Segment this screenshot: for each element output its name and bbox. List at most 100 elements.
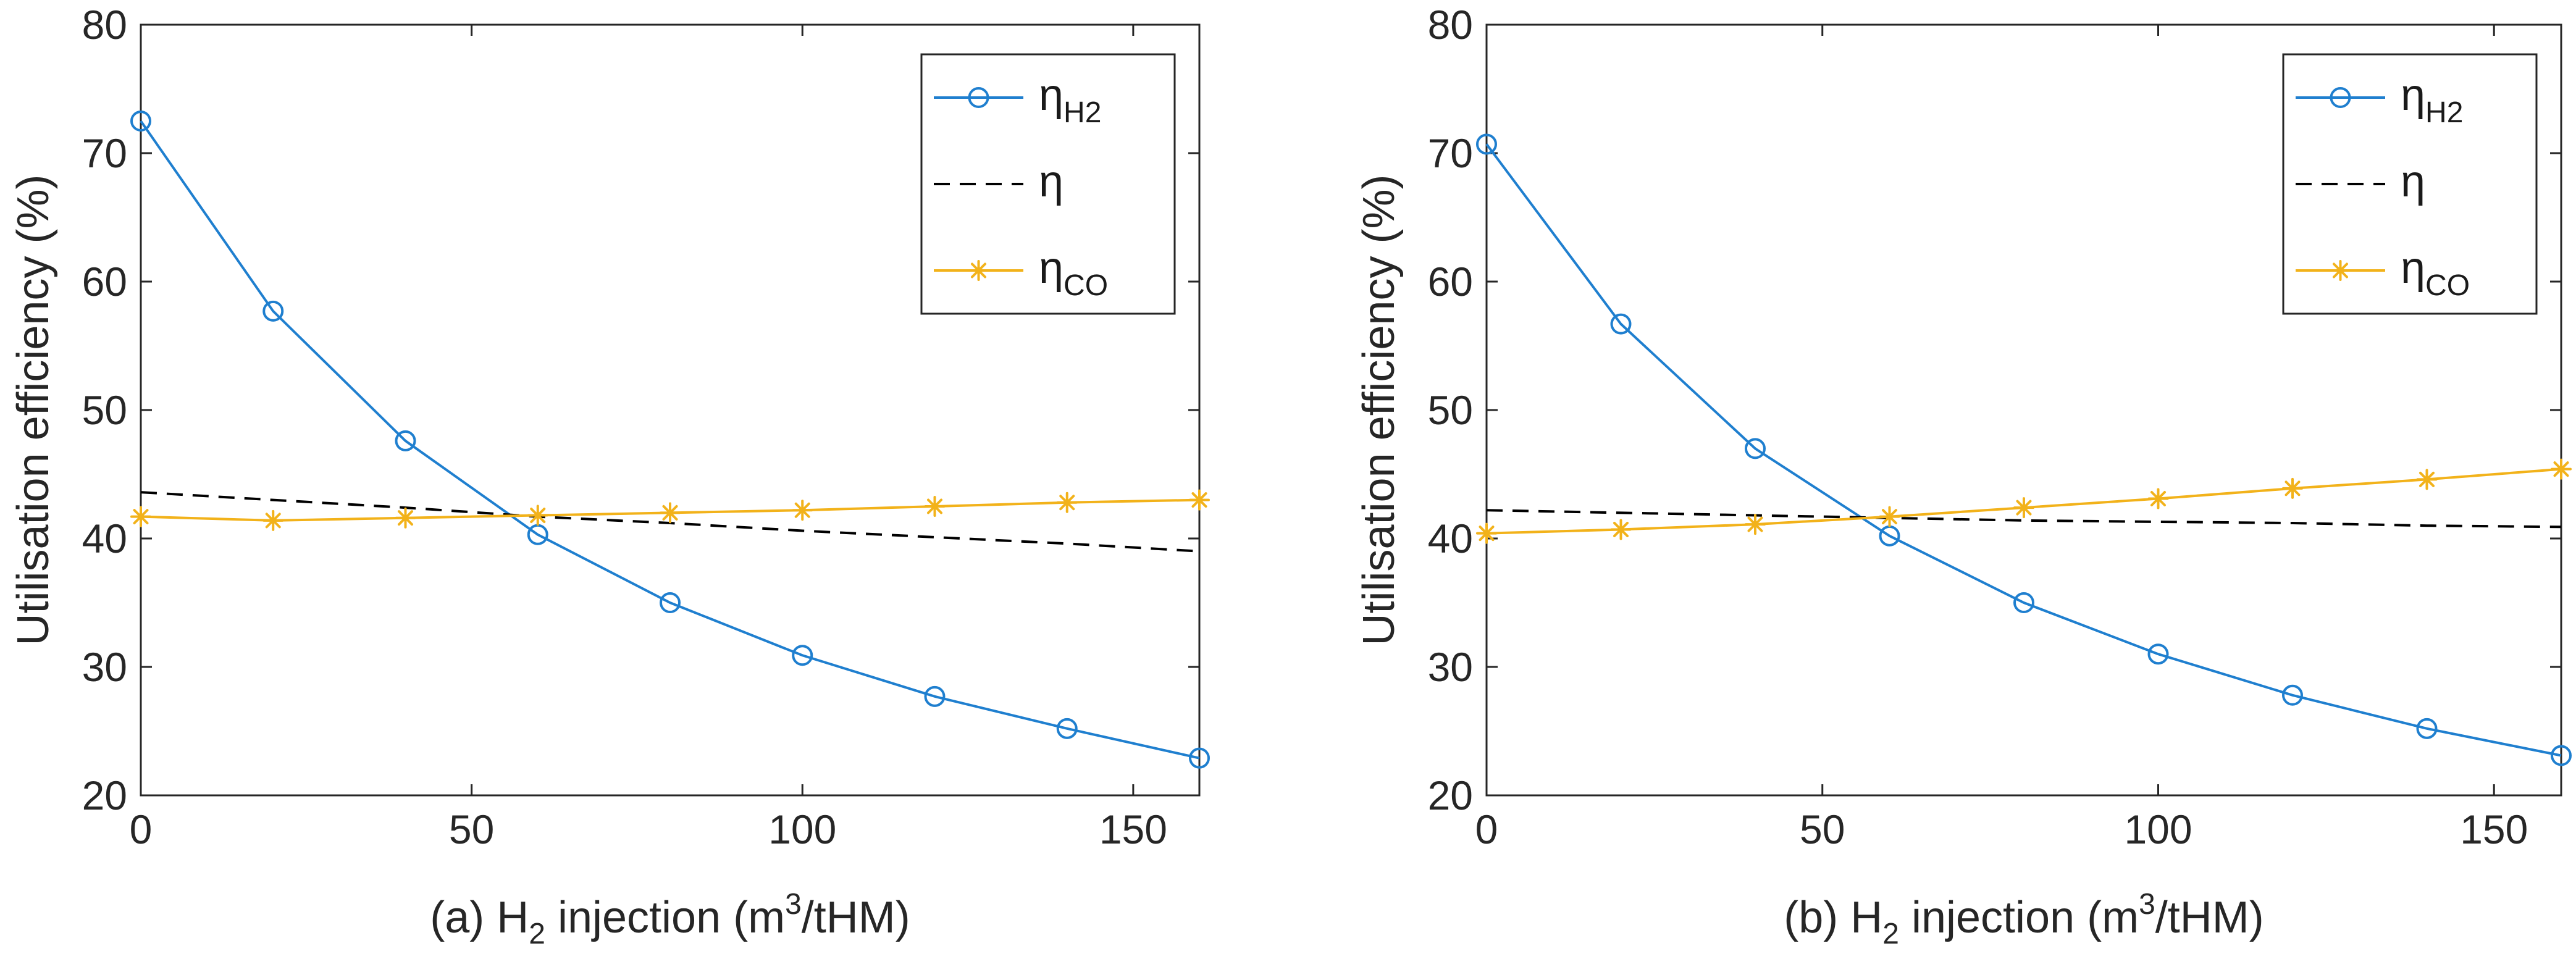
legend-label-subscript: H2 [2425, 96, 2463, 129]
y-axis-label: Utilisation efficiency (%) [9, 175, 58, 646]
x-axis-label: (b) H2 injection (m3/tHM) [1784, 888, 2264, 950]
legend-label: η [2401, 157, 2425, 206]
star-stroke [398, 510, 413, 526]
y-tick-label: 40 [82, 516, 127, 561]
star-stroke [2016, 500, 2032, 516]
y-tick-label: 30 [1428, 644, 1473, 690]
star-stroke [1747, 516, 1763, 532]
x-axis-label-suffix: /tHM) [2155, 893, 2264, 942]
legend-marker-star [2330, 260, 2351, 281]
star-stroke [1479, 526, 1495, 542]
data-point-eta-h2 [2416, 718, 2438, 739]
x-tick-label: 100 [768, 806, 836, 852]
chart-panel-b: 0 50 100 150 20 30 40 50 60 70 80 Utilisation effic… [1354, 2, 2572, 950]
y-tick-label: 50 [1428, 387, 1473, 433]
data-point-eta-co [2013, 497, 2034, 519]
x-axis-label-subscript: 2 [529, 918, 545, 950]
data-point-eta-co [262, 509, 284, 531]
y-tick-label: 20 [1428, 773, 1473, 818]
x-axis-label-suffix: /tHM) [802, 893, 910, 942]
data-point-eta-h2 [1189, 747, 1210, 769]
y-tick-label: 60 [1428, 259, 1473, 304]
star-stroke [133, 509, 149, 525]
series-line-eta-h2 [1485, 143, 2562, 757]
x-axis-label-superscript: 3 [785, 888, 802, 921]
y-tick-label: 20 [82, 773, 127, 818]
data-point-eta-co [2416, 469, 2438, 490]
legend-marker-circle [968, 87, 989, 108]
legend-marker-circle [2330, 87, 2351, 108]
data-point-eta-co [2551, 458, 2572, 480]
data-point-eta-h2 [1056, 718, 1078, 739]
x-axis-label-superscript: 3 [2139, 888, 2155, 921]
data-point-eta-h2 [262, 300, 284, 322]
legend-label-symbol: η [1039, 70, 1064, 120]
data-point-eta-co [130, 506, 151, 527]
x-axis-label: (a) H2 injection (m3/tHM) [430, 888, 910, 950]
series-line-eta [1486, 509, 2562, 529]
star-stroke [1613, 521, 1629, 537]
star-stroke [1191, 492, 1207, 508]
x-axis-label-subscript: 2 [1882, 918, 1899, 950]
y-tick-label: 30 [82, 644, 127, 690]
legend-label-subscript: CO [2425, 269, 2470, 302]
data-point-eta-co [2282, 477, 2303, 499]
star-stroke [1882, 509, 1897, 525]
data-point-eta-h2 [395, 430, 416, 451]
data-point-eta-co [924, 496, 946, 517]
data-point-eta-h2 [2147, 643, 2169, 665]
y-tick-label: 50 [82, 387, 127, 433]
x-tick-label: 50 [449, 806, 494, 852]
x-axis-label-middle: injection (m [1899, 893, 2139, 942]
data-point-eta-co [1879, 506, 1900, 527]
legend-label: ηCO [2401, 243, 2470, 302]
y-tick-label: 60 [82, 259, 127, 304]
legend-label-symbol: η [1039, 157, 1064, 206]
star-stroke [927, 498, 942, 514]
legend-label-symbol: η [2401, 243, 2425, 293]
x-axis-label-prefix: (a) H [430, 893, 529, 942]
star-stroke [2150, 491, 2166, 507]
data-point-eta-h2 [1745, 438, 1766, 459]
data-point-eta-h2 [1610, 313, 1632, 335]
data-point-eta-co [1610, 519, 1632, 540]
legend-marker-star [968, 260, 989, 281]
x-axis-label-middle: injection (m [545, 893, 785, 942]
data-point-eta-h2 [2551, 745, 2572, 766]
data-point-eta-co [2147, 488, 2169, 509]
star-stroke [2333, 262, 2348, 279]
x-tick-label: 100 [2124, 806, 2192, 852]
y-tick-label: 40 [1428, 516, 1473, 561]
data-point-eta-h2 [792, 645, 813, 666]
chart-panel-a: 0 50 100 150 20 30 40 50 60 70 80 Utilisation effic… [9, 2, 1210, 950]
x-axis-label-prefix: (b) H [1784, 893, 1882, 942]
x-tick-label: 50 [1800, 806, 1845, 852]
data-point-eta-h2 [660, 592, 681, 613]
star-stroke [265, 513, 281, 529]
data-point-eta-co [792, 500, 813, 521]
data-point-eta-h2 [130, 111, 151, 132]
star-stroke [794, 502, 810, 518]
legend-label: ηCO [1039, 243, 1108, 302]
star-stroke [662, 505, 678, 521]
y-tick-label: 80 [82, 2, 127, 48]
x-tick-label: 0 [1475, 806, 1498, 852]
legend-label: η [1039, 157, 1064, 206]
legend-label-subscript: CO [1064, 269, 1108, 302]
y-tick-label: 80 [1428, 2, 1473, 48]
legend-label: ηH2 [1039, 70, 1101, 129]
series-line-eta-h2 [140, 120, 1200, 760]
legend-label-subscript: H2 [1064, 96, 1101, 129]
data-point-eta-co [1189, 489, 1210, 511]
data-point-eta-co [1476, 522, 1497, 544]
x-tick-label: 0 [130, 806, 153, 852]
star-stroke [1059, 495, 1075, 511]
data-point-eta-co [660, 502, 681, 524]
data-point-eta-h2 [2013, 592, 2034, 613]
y-tick-label: 70 [1428, 130, 1473, 176]
legend-label: ηH2 [2401, 70, 2463, 129]
data-point-eta-co [1056, 492, 1078, 513]
